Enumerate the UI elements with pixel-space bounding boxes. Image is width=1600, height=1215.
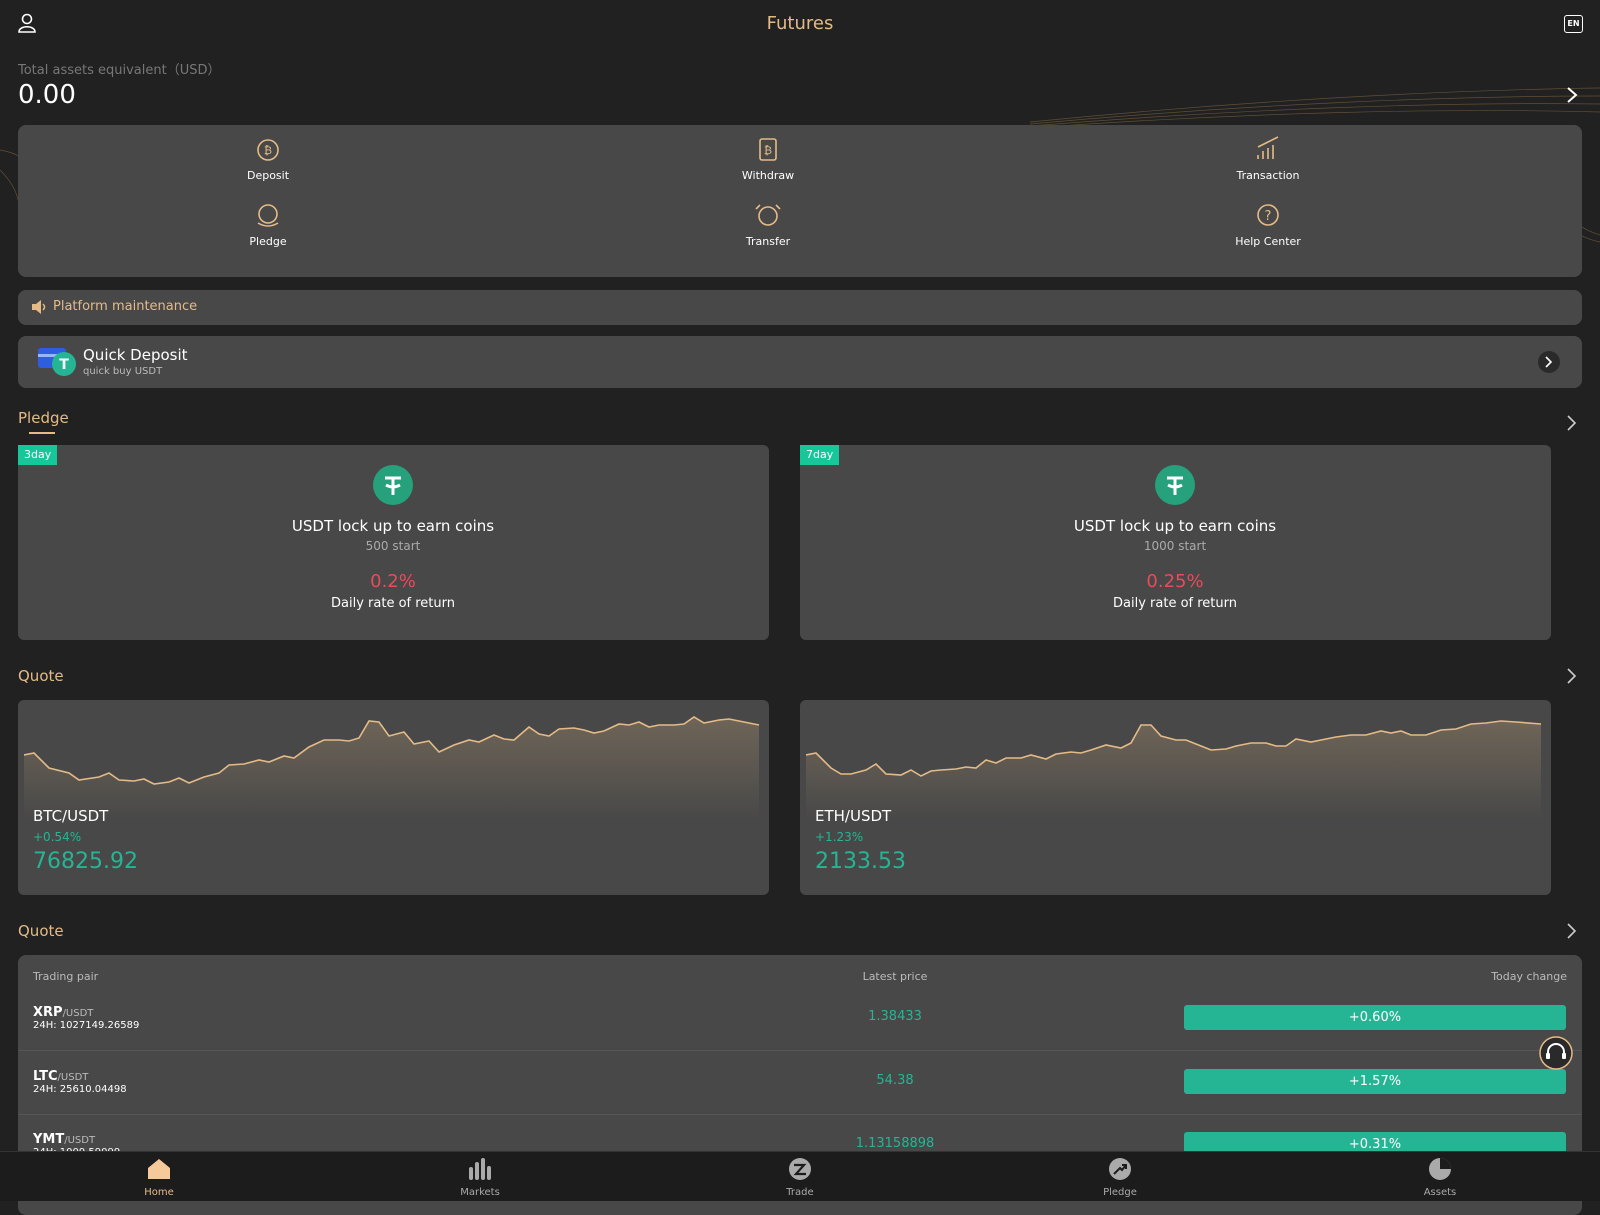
- nav-pledge[interactable]: Pledge: [1070, 1151, 1170, 1200]
- pledge-rate-label: Daily rate of return: [331, 596, 455, 611]
- language-button[interactable]: EN: [1564, 15, 1583, 33]
- notice-bar[interactable]: [18, 290, 1582, 325]
- row-change: +0.60%: [1184, 1005, 1566, 1030]
- nav-label: Pledge: [1103, 1187, 1137, 1198]
- action-icons: ₿ ₿ ?: [257, 136, 1279, 227]
- quote-table-title: Quote: [18, 922, 64, 940]
- column-header: Trading pair: [33, 970, 99, 983]
- row-price: 54.38: [876, 1073, 914, 1088]
- nav-icon: [1109, 1158, 1131, 1180]
- usdt-icon: [1155, 465, 1195, 505]
- quote-row[interactable]: LTC/USDT 24H: 25610.04498 54.38 +1.57%: [18, 1051, 1582, 1115]
- quote-pair: ETH/USDT: [815, 807, 892, 825]
- nav-label: Home: [144, 1187, 174, 1198]
- usdt-icon: [373, 465, 413, 505]
- action-deposit[interactable]: Deposit: [246, 169, 290, 182]
- nav-assets[interactable]: Assets: [1390, 1151, 1490, 1200]
- quote-table-chevron[interactable]: [1566, 922, 1578, 940]
- nav-trade[interactable]: Trade: [750, 1151, 850, 1200]
- action-transaction[interactable]: Transaction: [1236, 169, 1300, 182]
- quote-change: +1.23%: [815, 830, 864, 844]
- quote-card[interactable]: [800, 700, 1551, 895]
- sparkline: [24, 716, 760, 820]
- row-base: YMT: [33, 1132, 65, 1147]
- nav-icon: [789, 1158, 811, 1180]
- quote-price: 76825.92: [33, 849, 138, 874]
- quote-pair: BTC/USDT: [33, 807, 109, 825]
- column-header: Latest price: [862, 970, 928, 983]
- quote-change: +0.54%: [33, 830, 82, 844]
- sparkline: [806, 720, 1542, 820]
- nav-icon: [1429, 1158, 1451, 1180]
- pledge-badge: 7day: [800, 445, 840, 465]
- quick-deposit-chevron[interactable]: [1538, 351, 1560, 373]
- assets-value: 0.00: [18, 80, 76, 110]
- notice-text: Platform maintenance: [53, 299, 198, 314]
- nav-label: Assets: [1423, 1187, 1457, 1198]
- support-button[interactable]: [1539, 1036, 1573, 1070]
- quote-section-title: Quote: [18, 667, 64, 685]
- quick-deposit-subtitle: quick buy USDT: [83, 366, 163, 377]
- row-change: +1.57%: [1184, 1069, 1566, 1094]
- row-base: XRP: [33, 1005, 63, 1020]
- speaker-icon: [32, 300, 46, 314]
- nav-label: Trade: [786, 1187, 814, 1198]
- pledge-rate: 0.2%: [370, 571, 416, 592]
- nav-home[interactable]: Home: [109, 1151, 209, 1200]
- action-help-center[interactable]: Help Center: [1235, 235, 1301, 248]
- pledge-section-title: Pledge: [18, 409, 69, 427]
- row-base: LTC: [33, 1069, 58, 1084]
- svg-text:₿: ₿: [764, 144, 772, 157]
- pledge-rate: 0.25%: [1146, 571, 1204, 592]
- nav-icon: [148, 1159, 170, 1179]
- pledge-card-title: USDT lock up to earn coins: [291, 517, 495, 535]
- page-title: Futures: [766, 13, 834, 34]
- action-withdraw[interactable]: Withdraw: [741, 169, 795, 182]
- pledge-minimum: 500 start: [365, 539, 421, 553]
- nav-label: Markets: [460, 1187, 500, 1198]
- pledge-card-title: USDT lock up to earn coins: [1073, 517, 1277, 535]
- quote-card[interactable]: [18, 700, 769, 895]
- row-quote: /USDT: [62, 1008, 94, 1019]
- nav-markets[interactable]: Markets: [430, 1151, 530, 1200]
- column-header: Today change: [1491, 970, 1567, 983]
- assets-label: Total assets equivalent（USD）: [18, 63, 221, 78]
- quick-deposit-icon: T: [38, 348, 76, 376]
- action-pledge[interactable]: Pledge: [249, 235, 287, 248]
- profile-icon[interactable]: [17, 13, 37, 33]
- quick-deposit-title: Quick Deposit: [83, 346, 188, 364]
- quote-row[interactable]: XRP/USDT 24H: 1027149.26589 1.38433 +0.6…: [18, 987, 1582, 1051]
- row-volume: 24H: 1027149.26589: [33, 1020, 140, 1031]
- svg-text:T: T: [59, 357, 69, 373]
- assets-chevron[interactable]: [1565, 86, 1579, 104]
- pledge-chevron[interactable]: [1566, 414, 1578, 432]
- quote-price: 2133.53: [815, 849, 906, 874]
- svg-text:₿: ₿: [264, 144, 272, 157]
- row-quote: /USDT: [64, 1135, 96, 1146]
- row-price: 1.13158898: [855, 1136, 935, 1151]
- pledge-minimum: 1000 start: [1143, 539, 1207, 553]
- quick-deposit[interactable]: [18, 336, 1582, 388]
- row-volume: 24H: 25610.04498: [33, 1084, 127, 1095]
- action-transfer[interactable]: Transfer: [745, 235, 791, 248]
- row-quote: /USDT: [57, 1072, 89, 1083]
- pledge-underline: [29, 432, 55, 434]
- nav-icon: [469, 1158, 491, 1180]
- pledge-badge: 3day: [18, 445, 58, 465]
- quote-chevron[interactable]: [1566, 667, 1578, 685]
- svg-text:?: ?: [1265, 209, 1272, 224]
- pledge-rate-label: Daily rate of return: [1113, 596, 1237, 611]
- row-price: 1.38433: [868, 1009, 922, 1024]
